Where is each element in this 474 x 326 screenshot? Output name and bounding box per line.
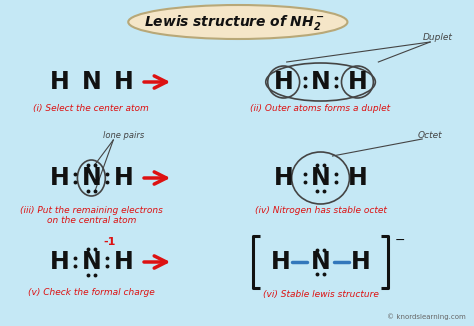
Text: H: H <box>113 70 133 94</box>
Ellipse shape <box>128 5 347 39</box>
Text: H: H <box>351 250 370 274</box>
Text: H: H <box>274 166 293 190</box>
Text: H: H <box>271 250 291 274</box>
Text: $\bfit{Lewis\ structure\ of\ NH_2^-}$: $\bfit{Lewis\ structure\ of\ NH_2^-}$ <box>144 13 324 32</box>
Text: N: N <box>310 250 330 274</box>
Text: H: H <box>113 166 133 190</box>
Text: (ii) Outer atoms forms a duplet: (ii) Outer atoms forms a duplet <box>250 104 391 113</box>
Text: H: H <box>50 166 69 190</box>
Text: N: N <box>310 70 330 94</box>
Text: (iii) Put the remaining electrons
on the central atom: (iii) Put the remaining electrons on the… <box>20 206 163 225</box>
Text: lone pairs: lone pairs <box>103 131 144 141</box>
Text: (vi) Stable lewis structure: (vi) Stable lewis structure <box>263 290 378 299</box>
Text: N: N <box>310 166 330 190</box>
Text: N: N <box>82 166 101 190</box>
Text: H: H <box>113 250 133 274</box>
Text: H: H <box>274 70 293 94</box>
Text: © knordslearning.com: © knordslearning.com <box>387 313 466 320</box>
Text: −: − <box>394 234 405 247</box>
Text: N: N <box>82 250 101 274</box>
Text: Octet: Octet <box>418 131 442 141</box>
Text: (iv) Nitrogen has stable octet: (iv) Nitrogen has stable octet <box>255 206 386 215</box>
Text: (i) Select the center atom: (i) Select the center atom <box>34 104 149 113</box>
Text: H: H <box>347 166 367 190</box>
Text: H: H <box>347 70 367 94</box>
Text: (v) Check the formal charge: (v) Check the formal charge <box>28 288 155 297</box>
Text: N: N <box>82 70 101 94</box>
Text: -1: -1 <box>103 237 116 247</box>
Text: H: H <box>50 250 69 274</box>
Text: H: H <box>50 70 69 94</box>
Text: Duplet: Duplet <box>423 34 453 42</box>
